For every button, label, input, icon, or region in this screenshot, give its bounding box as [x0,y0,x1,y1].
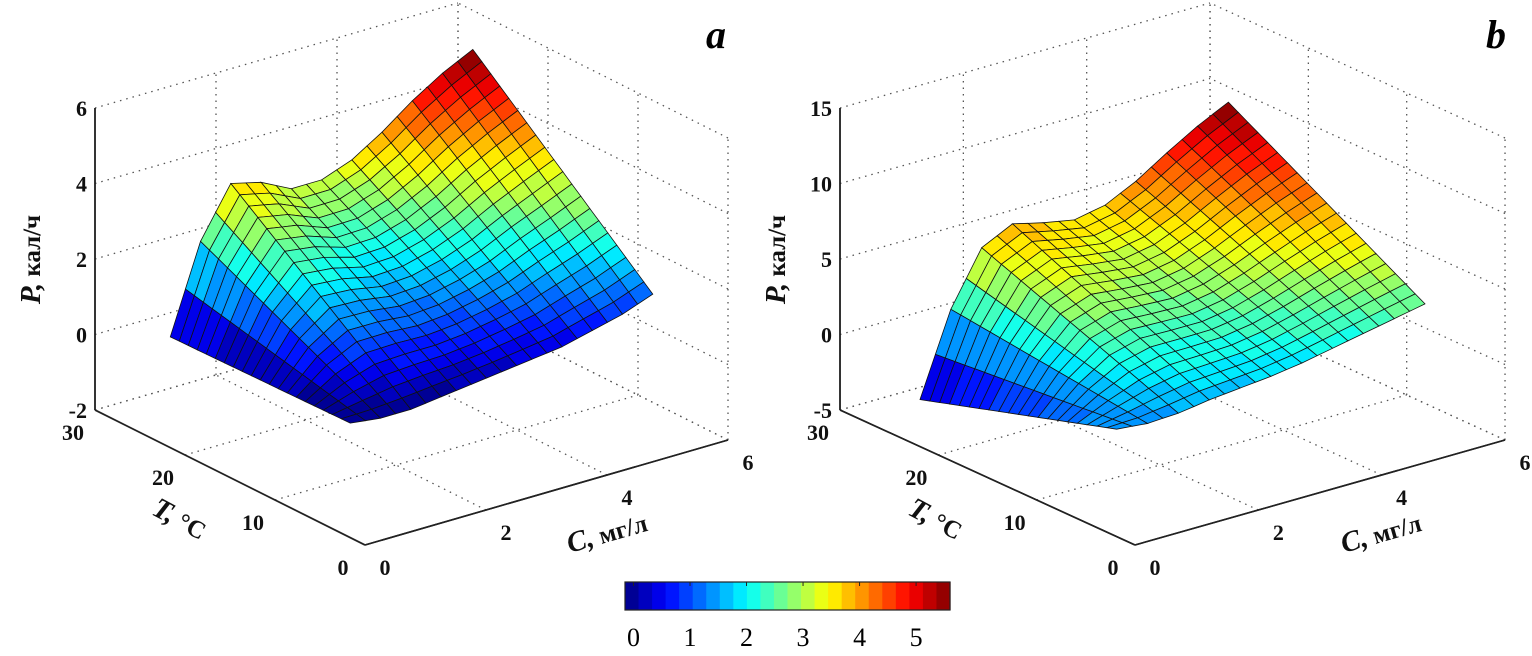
surface-mesh [169,48,654,424]
colorbar-band [828,582,843,610]
colorbar: 0 1 2 3 4 5 [624,581,951,652]
z-tick-label: 10 [810,172,832,197]
colorbar-band [706,582,721,610]
colorbar-band [787,582,802,610]
z-tick-label: -5 [814,398,832,423]
colorbar-tick-label: 4 [853,623,866,652]
colorbar-band [692,582,707,610]
wall-gridline [457,2,729,139]
surface-facet [1106,422,1134,430]
colorbar-band [922,582,938,610]
colorbar-tick-label: 0 [627,623,640,652]
x-tick-label: 0 [1150,555,1161,580]
colorbar-band [936,582,951,610]
z-axis-label-b: P, кал/ч [759,214,792,304]
surface-facet [340,413,367,424]
z-tick-label: 2 [76,247,87,272]
x-tick-label: 2 [501,520,512,545]
x-tick-label: 6 [1520,450,1531,475]
floor-gridline [336,339,608,476]
surface-mesh [919,101,1426,430]
x-tick-label: 4 [1396,485,1407,510]
colorbar-band [638,582,653,610]
x-axis-line [1134,439,1506,546]
z-tick-label: 0 [821,323,832,348]
colorbar-tick-label: 3 [797,623,810,652]
colorbar-band [814,582,829,610]
panel-label-a: a [706,12,726,57]
x-axis-line [364,439,729,546]
wall-gridline [1209,2,1506,139]
colorbar-frame [624,581,951,611]
y-tick-label: 20 [152,465,174,490]
colorbar-tick-label: 2 [740,623,753,652]
colorbar-band [855,582,870,610]
z-axis-label-a: P, кал/ч [14,214,47,304]
wall-gridline [457,77,729,215]
colorbar-band [652,582,667,610]
wall-gridline [839,2,1211,109]
x-tick-label: 4 [622,485,633,510]
colorbar-band [679,582,694,610]
y-tick-label: 20 [905,465,927,490]
colorbar-band [719,582,734,610]
z-tick-label: 15 [810,96,832,121]
y-tick-label: 30 [807,420,829,445]
y-tick-label: 0 [338,555,349,580]
x-tick-label: 2 [1273,520,1284,545]
colorbar-band [733,582,748,610]
y-axis-line [94,409,366,546]
colorbar-band [882,582,897,610]
wall-gridline [94,77,459,185]
colorbar-band [909,582,924,610]
surface-plot-b: -5 0 5 10 15 0 10 20 30 0 2 4 6 [807,2,1531,580]
colorbar-band [801,582,816,610]
colorbar-band [625,582,640,610]
colorbar-band [773,582,789,610]
x-tick-label: 6 [743,450,754,475]
z-tick-label: 5 [821,247,832,272]
x-tick-label: 0 [380,555,391,580]
floor-gridline [274,394,639,501]
y-axis-line [839,409,1136,546]
panel-label-b: b [1486,12,1506,57]
z-tick-label: 0 [76,323,87,348]
wall-gridline [457,304,729,441]
colorbar-band [895,582,910,610]
colorbar-band [665,582,680,610]
y-tick-label: 30 [62,420,84,445]
y-tick-label: 0 [1108,555,1119,580]
floor-gridline [215,374,487,511]
z-tick-label: 4 [76,172,87,197]
surface-plot-a: -2 0 2 4 6 0 10 20 30 0 2 4 6 [62,2,754,580]
wall-gridline [94,2,459,109]
colorbar-tick-label: 5 [910,623,923,652]
y-tick-label: 10 [242,510,264,535]
colorbar-band [841,582,856,610]
z-tick-label: 6 [76,96,87,121]
colorbar-band [868,582,883,610]
z-tick-label: -2 [69,398,87,423]
colorbar-band [760,582,775,610]
colorbar-band [746,582,762,610]
y-tick-label: 10 [1004,510,1026,535]
colorbar-tick-label: 1 [684,623,697,652]
